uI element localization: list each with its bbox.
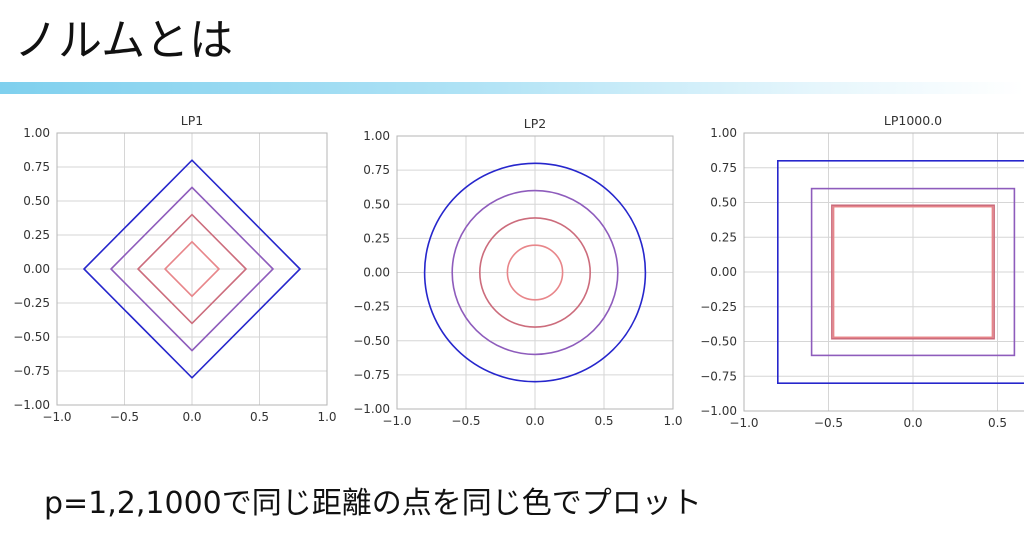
plot-frame [56,132,328,406]
series-curve-2 [479,217,592,328]
y-tick-label: 0.75 [710,161,737,175]
y-tick-label: 0.50 [363,197,390,211]
y-tick-label: 0.25 [23,228,50,242]
title-divider [0,82,1024,94]
y-tick-label: −1.00 [353,402,390,416]
chart-title: LP2 [524,116,546,131]
series-curve-4 [777,159,1024,384]
chart-lp2: −1.0 −0.5 0.0 0.5 1.0 1.00 0.75 0.50 0.25 0.00 −0.… [345,108,690,438]
x-tick-label: −1.0 [382,414,411,428]
x-tick-label: 0.5 [250,410,269,424]
y-tick-label: 0.25 [363,231,390,245]
y-tick-label: −0.25 [13,296,50,310]
y-tick-label: −0.75 [13,364,50,378]
x-tick-label: 0.0 [903,416,922,430]
y-tick-label: −0.50 [353,334,390,348]
y-tick-label: −1.00 [13,398,50,412]
y-tick-label: −0.25 [353,300,390,314]
y-tick-label: −1.00 [700,404,737,418]
y-tick-label: −0.50 [13,330,50,344]
x-tick-label: −0.5 [814,416,843,430]
y-tick-label: −0.75 [353,368,390,382]
y-tick-label: 0.75 [23,160,50,174]
x-tick-label: −0.5 [110,410,139,424]
y-tick-label: 0.25 [710,230,737,244]
y-tick-label: 0.00 [363,266,390,280]
y-tick-label: 0.00 [710,265,737,279]
y-tick-label: 0.50 [710,196,737,210]
series-curve-1 [506,244,564,301]
series-curve-2 [831,204,995,340]
y-tick-label: −0.25 [700,300,737,314]
series-curve-3 [810,187,1016,357]
y-tick-label: 0.50 [23,194,50,208]
chart-title: LP1000.0 [884,113,942,128]
plot-frame [396,135,674,410]
series-curve-1 [832,205,994,339]
y-tick-label: 1.00 [363,129,390,143]
chart-title: LP1 [181,113,203,128]
series-curve-1 [163,240,221,298]
series-curve-4 [82,159,302,379]
chart-lp1000: −1.0 −0.5 0.0 0.5 1.00 0.75 0.50 0.25 0.00 −0.25 −… [692,108,1024,438]
series-curve-4 [423,162,647,383]
x-tick-label: −1.0 [42,410,71,424]
chart-lp1000-svg: −1.0 −0.5 0.0 0.5 1.00 0.75 0.50 0.25 0.00 −0.25 −… [700,113,1024,430]
series-curve-2 [136,213,248,325]
x-tick-label: 1.0 [317,410,336,424]
plot-frame [743,132,1024,412]
chart-lp1: −1.0 −0.5 0.0 0.5 1.0 1.00 0.75 0.50 0.25 0.00 −0.… [0,108,340,438]
y-tick-label: 1.00 [710,126,737,140]
x-tick-label: −1.0 [729,416,758,430]
x-tick-label: 0.0 [182,410,201,424]
slide-caption: p=1,2,1000で同じ距離の点を同じ色でプロット [44,486,702,521]
x-tick-label: −0.5 [451,414,480,428]
chart-lp2-svg: −1.0 −0.5 0.0 0.5 1.0 1.00 0.75 0.50 0.25 0.00 −0.… [353,116,682,428]
x-tick-label: 0.5 [594,414,613,428]
series-curve-3 [109,186,275,352]
y-tick-label: 0.75 [363,163,390,177]
slide-title: ノルムとは [14,15,234,66]
chart-lp1-svg: −1.0 −0.5 0.0 0.5 1.0 1.00 0.75 0.50 0.25 0.00 −0.… [13,113,336,424]
series-curve-3 [451,189,619,356]
y-tick-label: 1.00 [23,126,50,140]
y-tick-label: −0.75 [700,369,737,383]
y-tick-label: −0.50 [700,335,737,349]
x-tick-label: 1.0 [663,414,682,428]
x-tick-label: 0.5 [988,416,1007,430]
x-tick-label: 0.0 [525,414,544,428]
y-tick-label: 0.00 [23,262,50,276]
